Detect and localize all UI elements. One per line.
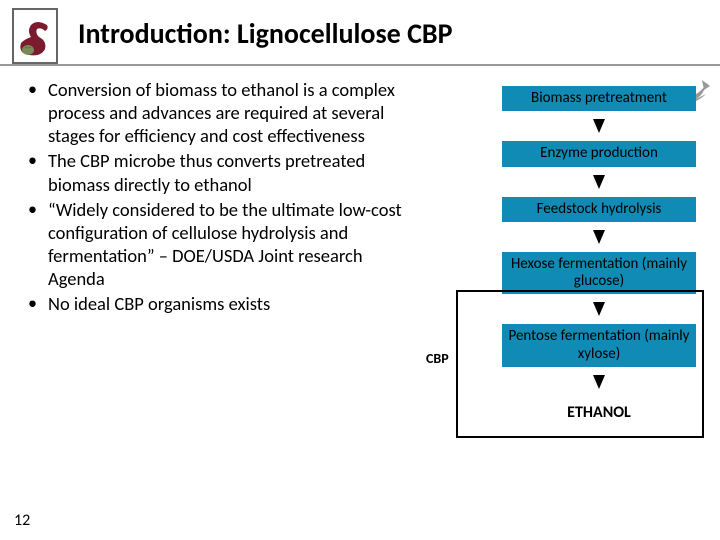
bullet-item: No ideal CBP organisms exists [24,292,404,315]
bullet-item: Conversion of biomass to ethanol is a co… [24,78,404,147]
bullet-item: The CBP microbe thus converts pretreated… [24,149,404,195]
arrow-down-icon [593,230,605,244]
flow-node-hexose: Hexose fermentation (mainly glucose) [502,252,696,295]
flow-node-pretreatment: Biomass pretreatment [502,86,696,111]
process-flowchart: Biomass pretreatment Enzyme production F… [426,86,706,422]
cbp-label: CBP [426,350,449,367]
slide-title: Introduction: Lignocellulose CBP [78,16,453,51]
arrow-down-icon [593,119,605,133]
cbp-group-box [456,290,704,438]
bullet-item: “Widely considered to be the ultimate lo… [24,198,404,291]
flow-node-enzyme: Enzyme production [502,141,696,166]
university-logo [12,8,58,64]
flow-node-hydrolysis: Feedstock hydrolysis [502,197,696,222]
arrow-down-icon [593,175,605,189]
bullet-list: Conversion of biomass to ethanol is a co… [24,78,404,317]
slide-number: 12 [14,511,30,530]
